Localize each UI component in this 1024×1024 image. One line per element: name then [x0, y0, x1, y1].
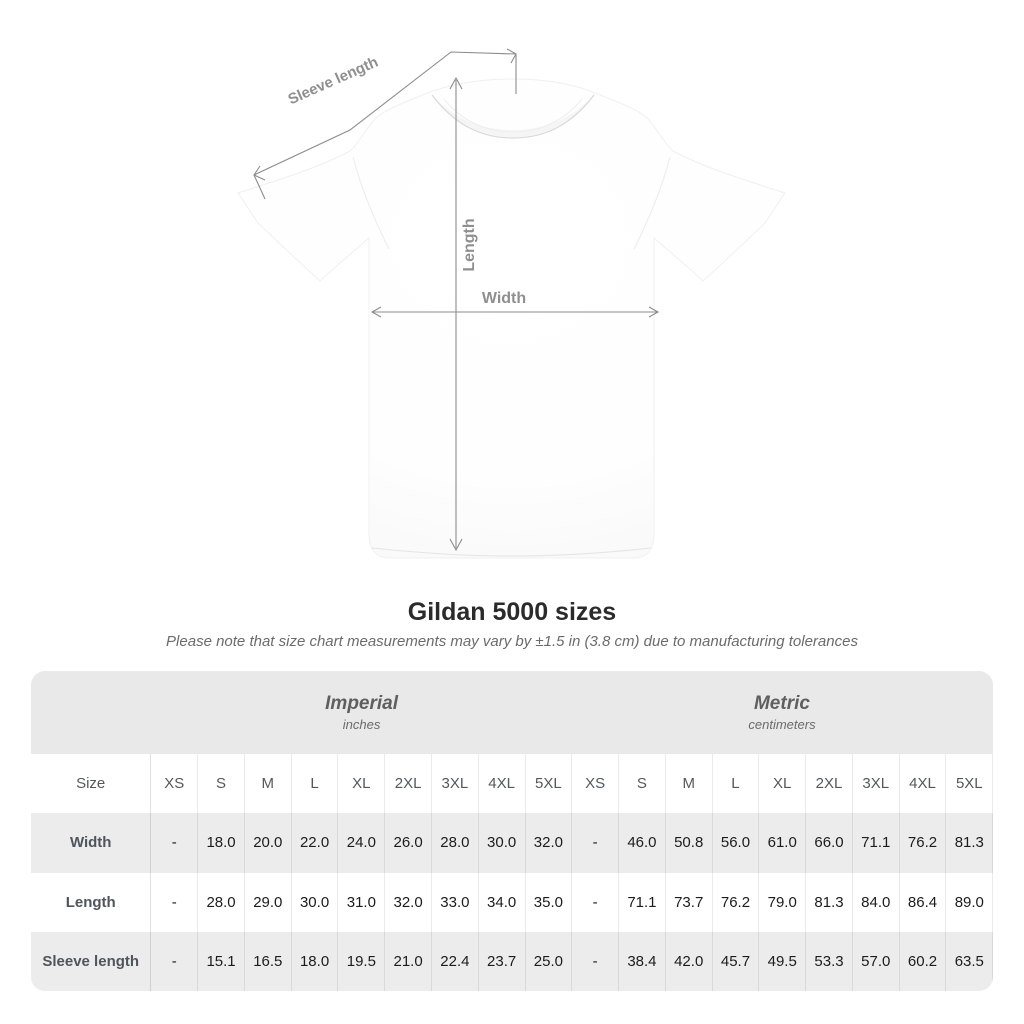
- svg-text:Length: Length: [461, 218, 478, 271]
- svg-text:Sleeve length: Sleeve length: [286, 53, 381, 108]
- svg-text:Width: Width: [482, 290, 526, 307]
